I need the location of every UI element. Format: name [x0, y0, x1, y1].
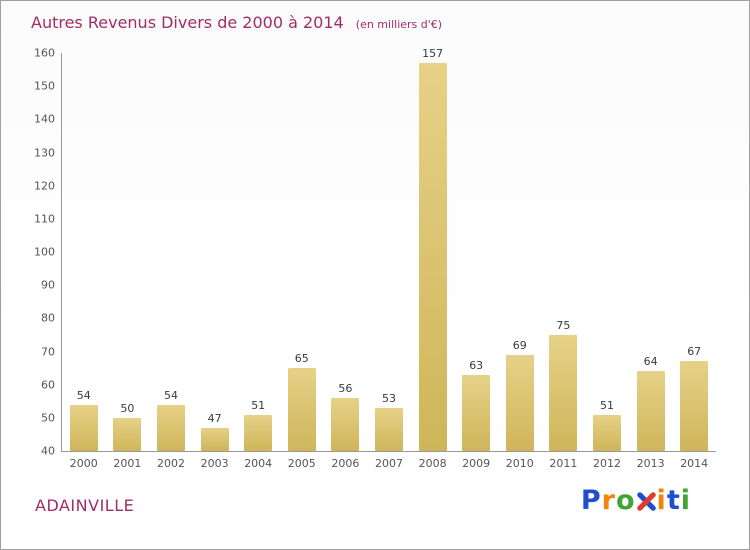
- bar-2001: [113, 417, 142, 451]
- bar-2012: [593, 414, 621, 451]
- bar-value-label-2001: 50: [120, 401, 135, 415]
- bar-2003: [200, 427, 229, 451]
- y-axis-label-40: 40: [41, 444, 55, 458]
- bar-2011: [549, 334, 578, 451]
- bar-value-label-2010: 69: [512, 338, 527, 352]
- x-axis-label-2011: 2011: [549, 457, 578, 470]
- chart-subtitle: (en milliers d'€): [355, 18, 443, 31]
- x-axis-label-2002: 2002: [157, 457, 185, 470]
- x-axis-label-2014: 2014: [680, 457, 709, 470]
- y-axis-label-110: 110: [34, 212, 55, 226]
- bar-value-label-2003: 47: [207, 411, 222, 425]
- logo-letter: r: [601, 485, 616, 516]
- y-axis-label-140: 140: [34, 112, 55, 126]
- bar-2000: [69, 404, 98, 451]
- y-axis-label-160: 160: [34, 46, 55, 60]
- x-axis-label-2005: 2005: [287, 457, 316, 470]
- x-axis-label-2001: 2001: [113, 457, 142, 470]
- x-axis-label-2003: 2003: [200, 457, 229, 470]
- y-axis-label-120: 120: [34, 179, 55, 193]
- bar-2008: [418, 62, 447, 451]
- bar-value-label-2008: 157: [422, 46, 444, 60]
- chart-title: Autres Revenus Divers de 2000 à 2014: [31, 13, 344, 32]
- commune-name: ADAINVILLE: [35, 496, 135, 515]
- plot-area: 40 50 60 70 80 90 100 110 120 130 140 150 160 54 2000 5…: [34, 47, 716, 470]
- bar-value-label-2006: 56: [338, 381, 353, 395]
- bar-2004: [244, 414, 273, 451]
- bar-value-label-2011: 75: [556, 318, 571, 332]
- y-axis-label-50: 50: [41, 411, 55, 425]
- logo-letter: i: [656, 485, 667, 516]
- logo-letter: i: [680, 485, 691, 516]
- y-axis-label-150: 150: [34, 79, 55, 93]
- pinwheel-x-icon: [636, 485, 657, 516]
- bar-2009: [462, 374, 491, 451]
- bar-2005: [287, 368, 316, 451]
- bar-value-label-2013: 64: [643, 355, 658, 369]
- x-axis-label-2006: 2006: [331, 457, 360, 470]
- x-axis-label-2000: 2000: [69, 457, 98, 470]
- x-axis-label-2013: 2013: [636, 457, 665, 470]
- bar-value-label-2007: 53: [382, 391, 396, 405]
- x-axis-label-2012: 2012: [593, 457, 621, 470]
- bar-value-label-2004: 51: [251, 398, 266, 412]
- bar-2006: [331, 397, 360, 451]
- bar-value-label-2005: 65: [294, 352, 309, 366]
- x-axis-label-2009: 2009: [462, 457, 491, 470]
- bar-value-label-2014: 67: [687, 345, 702, 359]
- y-axis-label-70: 70: [41, 345, 55, 358]
- proxiti-logo: Pro iti: [581, 485, 691, 516]
- x-axis-label-2007: 2007: [375, 457, 403, 470]
- x-axis-label-2010: 2010: [505, 457, 534, 470]
- bar-2013: [636, 371, 665, 451]
- y-axis-label-80: 80: [41, 311, 55, 325]
- y-axis-label-60: 60: [41, 378, 55, 392]
- x-axis-label-2004: 2004: [244, 457, 273, 470]
- logo-letter: t: [666, 485, 681, 516]
- y-axis-label-130: 130: [34, 146, 55, 159]
- x-axis-label-2008: 2008: [418, 457, 447, 470]
- y-axis-label-90: 90: [41, 278, 55, 292]
- bar-2010: [505, 354, 534, 451]
- bar-value-label-2002: 54: [164, 388, 178, 402]
- y-axis-label-100: 100: [34, 245, 55, 259]
- bar-value-label-2012: 51: [600, 398, 614, 412]
- bar-value-label-2000: 54: [76, 388, 91, 402]
- bar-value-label-2009: 63: [469, 358, 484, 372]
- bar-2014: [680, 361, 709, 451]
- chart-header: Autres Revenus Divers de 2000 à 2014 (en…: [31, 13, 442, 32]
- bar-2007: [375, 407, 403, 451]
- bar-2002: [157, 404, 185, 451]
- logo-letter: o: [615, 485, 636, 516]
- logo-letter: P: [580, 485, 602, 516]
